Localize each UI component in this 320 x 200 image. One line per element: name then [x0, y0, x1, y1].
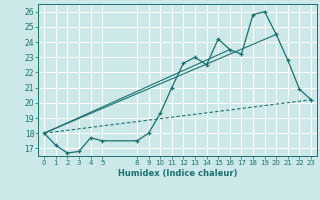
- X-axis label: Humidex (Indice chaleur): Humidex (Indice chaleur): [118, 169, 237, 178]
